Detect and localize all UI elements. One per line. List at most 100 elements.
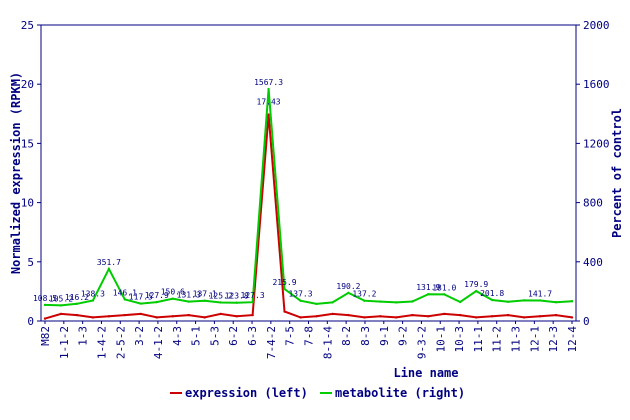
data-label: 127.3 <box>241 291 265 300</box>
data-label: 125.2 <box>209 291 233 300</box>
data-label: 179.9 <box>464 280 488 289</box>
legend-metabolite-label: metabolite (right) <box>335 386 465 400</box>
data-label: 190.2 <box>336 282 360 291</box>
series-line-metabolite <box>44 88 573 307</box>
data-label: 141.7 <box>528 289 552 298</box>
data-label: 131.3 <box>177 291 201 300</box>
data-label: 137.2 <box>352 290 376 299</box>
legend: expression (left) metabolite (right) <box>170 386 465 400</box>
data-point <box>123 298 127 301</box>
data-point <box>506 313 510 317</box>
data-point <box>395 301 398 304</box>
data-point <box>538 299 542 302</box>
x-tick-label: 10-1 <box>434 326 447 353</box>
data-point <box>459 313 462 317</box>
data-point <box>315 302 318 306</box>
data-point <box>251 313 254 317</box>
data-point <box>219 312 222 316</box>
data-point <box>75 302 79 306</box>
data-point <box>75 313 79 317</box>
data-label: 351.7 <box>97 258 121 267</box>
data-point <box>59 304 63 307</box>
data-point <box>474 316 478 319</box>
data-point <box>267 87 270 91</box>
data-point <box>107 315 111 318</box>
right-tick-label: 2000 <box>583 19 610 32</box>
right-tick-label: 0 <box>583 315 590 328</box>
data-label: 137.1 <box>193 290 217 299</box>
left-tick-label: 5 <box>27 256 34 269</box>
right-y-axis: 0 400 800 1200 1600 2000 <box>576 19 610 328</box>
series-layer <box>43 87 574 320</box>
x-tick-label: 4-1-2 <box>152 326 165 359</box>
data-point <box>267 113 270 116</box>
data-point <box>411 300 414 303</box>
x-tick-label: 9-2 <box>397 326 410 346</box>
x-tick-label: 4-3 <box>171 326 184 346</box>
data-point <box>139 302 143 305</box>
data-point <box>43 303 47 307</box>
data-label: 105.2 <box>49 294 73 303</box>
right-tick-label: 400 <box>583 256 603 269</box>
data-label: 201.8 <box>480 289 504 298</box>
x-axis-title: Line name <box>393 366 458 380</box>
x-tick-label: 5-3 <box>208 326 221 346</box>
x-tick-label: 8-2 <box>340 326 353 346</box>
data-point <box>459 300 462 304</box>
data-point <box>347 313 350 317</box>
data-point <box>187 300 190 303</box>
data-point <box>187 313 190 317</box>
x-tick-label: 11-2 <box>491 326 504 353</box>
data-point <box>490 298 494 302</box>
x-tick-label: 9-3-2 <box>415 326 428 359</box>
left-tick-label: 25 <box>21 19 34 32</box>
data-point <box>443 293 446 296</box>
data-point <box>363 316 366 319</box>
data-label: 127.9 <box>145 291 169 300</box>
x-tick-label: 11-1 <box>472 326 485 353</box>
data-point <box>379 315 382 318</box>
x-tick-label: 7-5 <box>284 326 297 346</box>
x-tick-label: 10-3 <box>453 326 466 353</box>
data-point <box>570 300 574 303</box>
data-label: 137.3 <box>288 290 312 299</box>
x-tick-label: 5-1 <box>190 326 203 346</box>
data-label: 138.3 <box>81 290 105 299</box>
x-tick-label: 3-2 <box>133 326 146 346</box>
data-point <box>283 287 286 291</box>
x-tick-label: 8-3 <box>359 326 372 346</box>
x-axis: M82 1-1-2 1-3 1-4-2 2-5-2 3-2 4-1-2 4-3 5-1 5-3 6-… <box>39 321 579 359</box>
data-point <box>443 312 446 316</box>
data-point <box>91 316 95 319</box>
data-label: 17.43 <box>257 98 281 107</box>
data-point <box>155 300 158 304</box>
data-label: 116.2 <box>65 293 89 302</box>
right-tick-label: 800 <box>583 197 603 210</box>
data-point <box>203 299 206 302</box>
data-point <box>522 316 526 319</box>
data-point <box>299 299 302 302</box>
data-label: 108.5 <box>33 294 57 303</box>
data-point <box>395 316 398 319</box>
data-point <box>538 315 542 318</box>
data-point <box>251 300 254 304</box>
x-tick-label: 12-1 <box>528 326 541 353</box>
left-y-axis-title: Normalized expression (RPKM) <box>9 72 23 274</box>
data-point <box>171 297 174 300</box>
left-y-axis: 0 5 10 15 20 25 <box>21 19 41 328</box>
data-point <box>522 299 526 302</box>
data-label: 215.9 <box>272 278 296 287</box>
series-line-expression <box>44 114 573 320</box>
left-tick-label: 10 <box>21 197 34 210</box>
data-point <box>554 301 558 304</box>
x-tick-label: M82 <box>39 326 52 346</box>
data-label: 117.5 <box>129 293 153 302</box>
x-tick-label: 2-5-2 <box>114 326 127 359</box>
data-label: 181.0 <box>432 283 456 292</box>
right-tick-label: 1200 <box>583 137 610 150</box>
x-tick-label: 8-1-4 <box>321 326 334 359</box>
right-y-axis-title: Percent of control <box>610 108 624 238</box>
x-tick-label: 1-3 <box>77 326 90 346</box>
data-label: 131.9 <box>416 283 440 292</box>
